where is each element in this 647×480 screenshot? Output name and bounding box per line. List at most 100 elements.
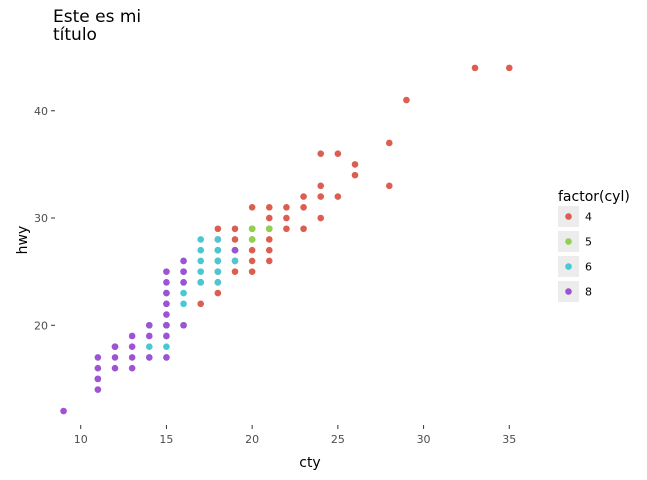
- axes: 10 15 20 25 30 35 20 30 40: [34, 105, 516, 446]
- x-tick-label: 30: [417, 433, 431, 446]
- data-point: [231, 225, 239, 233]
- y-tick-label: 30: [34, 212, 48, 225]
- data-point: [248, 268, 256, 275]
- x-tick-label: 35: [502, 433, 516, 446]
- data-point: [214, 236, 222, 243]
- data-point: [505, 64, 513, 72]
- data-point: [265, 236, 273, 243]
- legend-title: factor(cyl): [558, 189, 630, 205]
- data-point: [180, 257, 187, 265]
- x-tick-label: 10: [74, 433, 88, 446]
- legend-label: 8: [585, 286, 592, 299]
- data-point: [94, 386, 102, 393]
- legend-key-marker: [565, 263, 572, 270]
- data-point: [283, 214, 290, 222]
- data-point: [231, 246, 239, 254]
- chart-title-line-2: título: [53, 25, 97, 45]
- data-point: [163, 311, 170, 318]
- data-point: [248, 236, 256, 243]
- legend-label: 5: [585, 236, 592, 249]
- data-point: [163, 279, 170, 286]
- data-point: [265, 257, 273, 265]
- legend-key-marker: [565, 213, 572, 220]
- data-point: [317, 214, 325, 222]
- data-point: [145, 343, 153, 351]
- data-point: [471, 64, 479, 72]
- data-point: [214, 257, 222, 265]
- x-tick-label: 25: [331, 433, 345, 446]
- data-point: [163, 332, 170, 340]
- y-tick-label: 40: [34, 105, 48, 118]
- data-point: [214, 268, 222, 275]
- legend: factor(cyl) 4 5 6 8: [558, 189, 630, 302]
- legend-key-marker: [565, 288, 572, 295]
- data-point: [248, 257, 256, 265]
- data-point: [300, 203, 307, 211]
- data-point: [248, 203, 256, 211]
- data-point: [300, 225, 307, 233]
- data-point: [334, 193, 342, 200]
- chart-title-line-1: Este es mi: [53, 7, 142, 27]
- data-point: [283, 203, 290, 211]
- legend-label: 6: [585, 261, 592, 274]
- legend-label: 4: [585, 211, 592, 224]
- data-point: [145, 354, 153, 361]
- x-tick-label: 15: [159, 433, 173, 446]
- data-point: [197, 268, 205, 275]
- data-point: [180, 268, 187, 275]
- data-point: [214, 289, 222, 297]
- data-points: [60, 64, 513, 415]
- y-axis-title: hwy: [15, 226, 31, 255]
- data-point: [197, 246, 205, 254]
- y-tick-label: 20: [34, 319, 48, 332]
- data-point: [197, 300, 205, 308]
- data-point: [248, 225, 256, 233]
- data-point: [163, 343, 170, 351]
- data-point: [163, 321, 170, 329]
- data-point: [197, 279, 205, 286]
- data-point: [111, 343, 119, 351]
- x-axis-title: cty: [299, 455, 320, 471]
- data-point: [60, 407, 67, 415]
- data-point: [111, 354, 119, 361]
- data-point: [180, 321, 187, 329]
- data-point: [231, 268, 239, 275]
- data-point: [334, 150, 342, 157]
- data-point: [317, 150, 325, 157]
- data-point: [300, 193, 307, 200]
- data-point: [128, 332, 136, 340]
- data-point: [145, 321, 153, 329]
- data-point: [265, 246, 273, 254]
- data-point: [128, 354, 136, 361]
- data-point: [385, 139, 393, 147]
- x-tick-label: 20: [245, 433, 259, 446]
- data-point: [94, 364, 102, 372]
- data-point: [248, 246, 256, 254]
- data-point: [214, 225, 222, 233]
- data-point: [94, 354, 102, 361]
- data-point: [317, 193, 325, 200]
- data-point: [163, 354, 170, 361]
- data-point: [163, 289, 170, 297]
- data-point: [265, 203, 273, 211]
- data-point: [163, 300, 170, 308]
- data-point: [403, 96, 410, 104]
- data-point: [283, 225, 290, 233]
- data-point: [351, 161, 359, 168]
- data-point: [94, 375, 102, 383]
- data-point: [111, 364, 119, 372]
- data-point: [145, 332, 153, 340]
- data-point: [197, 257, 205, 265]
- data-point: [128, 343, 136, 351]
- data-point: [265, 214, 273, 222]
- data-point: [163, 268, 170, 275]
- data-point: [128, 364, 136, 372]
- data-point: [385, 182, 393, 190]
- data-point: [351, 171, 359, 179]
- data-point: [180, 300, 187, 308]
- data-point: [180, 289, 187, 297]
- data-point: [317, 182, 325, 190]
- data-point: [231, 257, 239, 265]
- data-point: [265, 225, 273, 233]
